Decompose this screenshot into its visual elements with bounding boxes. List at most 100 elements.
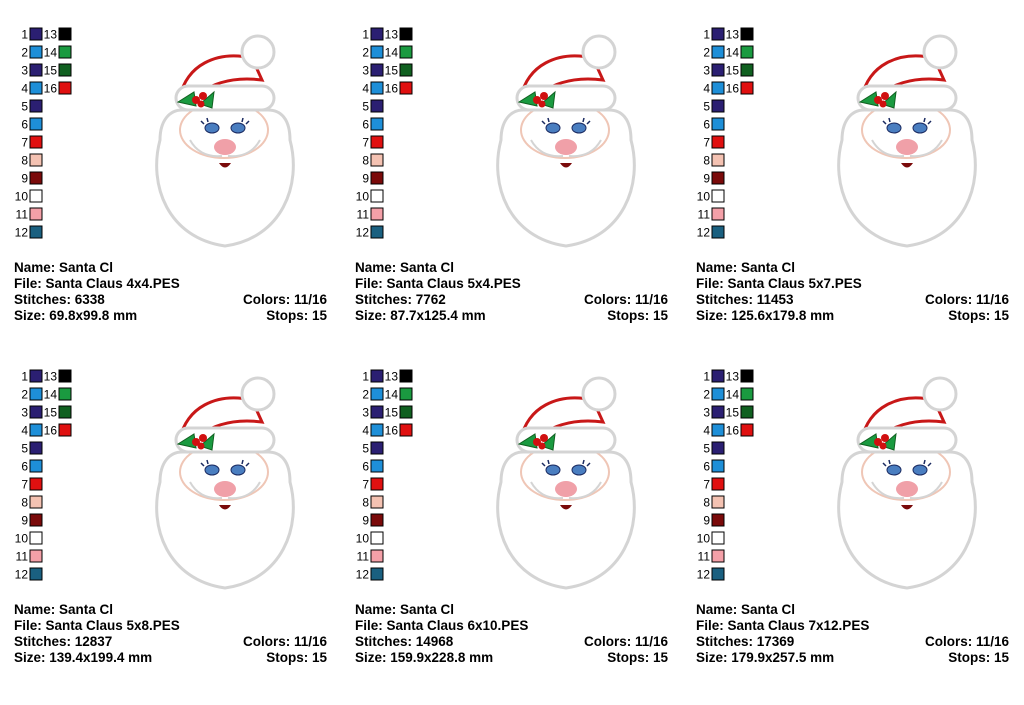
color-swatch — [370, 171, 384, 185]
color-number: 13 — [44, 28, 58, 42]
color-number: 8 — [703, 496, 710, 510]
color-swatch — [29, 423, 43, 437]
color-number: 4 — [703, 424, 710, 438]
santa-image — [496, 376, 636, 590]
color-number: 4 — [703, 82, 710, 96]
color-swatch — [740, 81, 754, 95]
color-number: 9 — [362, 172, 369, 186]
color-number: 9 — [21, 172, 28, 186]
color-number: 6 — [362, 460, 369, 474]
color-swatch — [370, 477, 384, 491]
color-number: 12 — [356, 226, 370, 240]
color-swatch — [740, 63, 754, 77]
color-swatch — [370, 423, 384, 437]
color-swatch — [58, 423, 72, 437]
color-number: 7 — [703, 136, 710, 150]
color-swatch — [711, 117, 725, 131]
color-swatch — [29, 135, 43, 149]
color-number: 5 — [703, 100, 710, 114]
stitch-count: Stitches: 12837 — [14, 634, 112, 649]
color-number: 16 — [385, 82, 399, 96]
color-swatch — [740, 423, 754, 437]
color-number: 6 — [21, 118, 28, 132]
color-swatch — [740, 369, 754, 383]
santa-image — [837, 376, 977, 590]
design-size: Size: 139.4x199.4 mm — [14, 650, 152, 665]
color-swatch — [58, 369, 72, 383]
color-number: 6 — [362, 118, 369, 132]
color-number: 10 — [356, 532, 370, 546]
color-number: 5 — [21, 100, 28, 114]
color-swatch — [58, 405, 72, 419]
color-swatch — [740, 27, 754, 41]
color-swatch — [29, 207, 43, 221]
color-count: Colors: 11/16 — [925, 634, 1010, 649]
color-number: 4 — [21, 424, 28, 438]
color-swatch — [370, 531, 384, 545]
design-name: Name: Santa Cl — [355, 260, 454, 275]
color-number: 11 — [698, 550, 711, 564]
color-number: 12 — [697, 226, 711, 240]
color-number: 16 — [726, 424, 740, 438]
color-number: 5 — [362, 100, 369, 114]
color-number: 3 — [21, 406, 28, 420]
color-swatch — [399, 27, 413, 41]
color-swatch — [711, 189, 725, 203]
design-size: Size: 125.6x179.8 mm — [696, 308, 834, 323]
color-swatch — [58, 387, 72, 401]
color-number: 1 — [362, 370, 369, 384]
color-swatch — [399, 63, 413, 77]
color-number: 8 — [703, 154, 710, 168]
color-count: Colors: 11/16 — [243, 292, 328, 307]
color-number: 2 — [362, 388, 369, 402]
color-number: 2 — [21, 46, 28, 60]
file-name: File: Santa Claus 5x4.PES — [355, 276, 521, 291]
color-swatch — [711, 45, 725, 59]
design-size: Size: 87.7x125.4 mm — [355, 308, 486, 323]
color-swatch — [711, 513, 725, 527]
color-number: 14 — [44, 46, 58, 60]
color-swatch — [370, 567, 384, 581]
color-swatch — [370, 387, 384, 401]
color-swatch — [370, 45, 384, 59]
color-number: 13 — [726, 28, 740, 42]
santa-image — [155, 376, 295, 590]
color-number: 10 — [15, 532, 29, 546]
color-number: 8 — [21, 154, 28, 168]
design-size: Size: 179.9x257.5 mm — [696, 650, 834, 665]
color-count: Colors: 11/16 — [925, 292, 1010, 307]
color-swatch — [711, 495, 725, 509]
color-swatch — [29, 477, 43, 491]
color-number: 15 — [385, 406, 399, 420]
color-number: 14 — [385, 388, 399, 402]
color-number: 9 — [703, 514, 710, 528]
color-number: 6 — [703, 460, 710, 474]
color-number: 8 — [362, 154, 369, 168]
color-number: 13 — [726, 370, 740, 384]
color-swatch — [370, 225, 384, 239]
color-count: Colors: 11/16 — [243, 634, 328, 649]
color-number: 13 — [44, 370, 58, 384]
color-swatch — [399, 369, 413, 383]
color-swatch — [711, 81, 725, 95]
design-name: Name: Santa Cl — [14, 602, 113, 617]
color-number: 8 — [362, 496, 369, 510]
color-swatch — [711, 135, 725, 149]
color-number: 6 — [703, 118, 710, 132]
color-swatch — [740, 387, 754, 401]
color-number: 11 — [357, 208, 370, 222]
stitch-count: Stitches: 6338 — [14, 292, 105, 307]
color-number: 3 — [703, 406, 710, 420]
color-number: 10 — [697, 532, 711, 546]
color-swatch — [370, 459, 384, 473]
color-number: 15 — [385, 64, 399, 78]
color-number: 11 — [698, 208, 711, 222]
color-number: 14 — [726, 388, 740, 402]
color-number: 9 — [21, 514, 28, 528]
color-swatch — [711, 63, 725, 77]
color-swatch — [370, 369, 384, 383]
color-number: 16 — [726, 82, 740, 96]
